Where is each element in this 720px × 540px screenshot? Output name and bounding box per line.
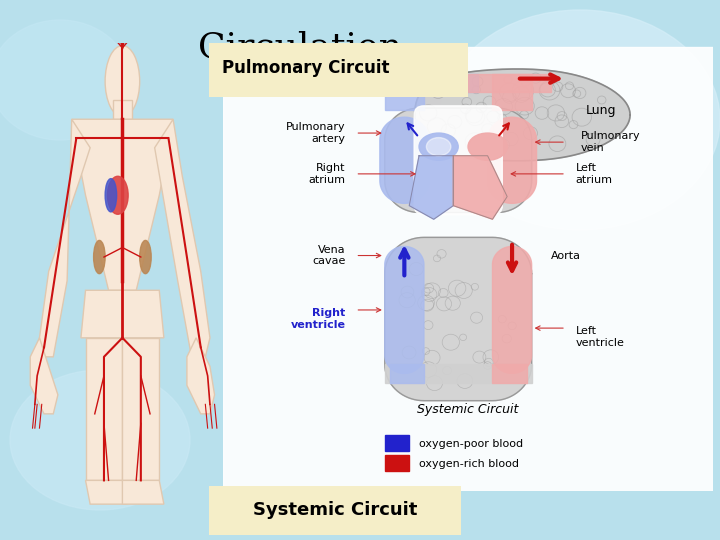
Text: Lung: Lung xyxy=(585,104,616,117)
FancyBboxPatch shape xyxy=(209,486,461,535)
Polygon shape xyxy=(492,364,527,382)
Text: Pulmonary
artery: Pulmonary artery xyxy=(286,122,346,144)
Polygon shape xyxy=(155,119,210,357)
Polygon shape xyxy=(380,117,429,204)
Polygon shape xyxy=(384,108,531,212)
Ellipse shape xyxy=(105,179,117,212)
Ellipse shape xyxy=(107,176,128,214)
Polygon shape xyxy=(415,69,630,161)
Polygon shape xyxy=(492,74,531,110)
FancyBboxPatch shape xyxy=(209,43,468,97)
Polygon shape xyxy=(384,74,424,110)
Text: oxygen-poor blood: oxygen-poor blood xyxy=(419,439,523,449)
Ellipse shape xyxy=(468,133,507,160)
Polygon shape xyxy=(122,481,164,504)
Polygon shape xyxy=(384,74,478,92)
Polygon shape xyxy=(30,338,58,414)
Ellipse shape xyxy=(94,240,105,274)
Polygon shape xyxy=(384,364,531,382)
Bar xyxy=(384,435,409,450)
Polygon shape xyxy=(384,238,531,401)
Polygon shape xyxy=(81,291,164,338)
Text: Circulation: Circulation xyxy=(198,30,402,64)
Text: Left
atrium: Left atrium xyxy=(576,163,613,185)
Polygon shape xyxy=(86,338,122,481)
Ellipse shape xyxy=(419,133,458,160)
Polygon shape xyxy=(72,119,173,291)
Polygon shape xyxy=(454,156,507,219)
Text: Systemic Circuit: Systemic Circuit xyxy=(253,501,417,519)
Text: Left
ventricle: Left ventricle xyxy=(576,326,624,348)
Text: Right
atrium: Right atrium xyxy=(309,163,346,185)
Ellipse shape xyxy=(10,370,190,510)
Polygon shape xyxy=(492,246,531,374)
Text: Pulmonary
vein: Pulmonary vein xyxy=(580,131,640,153)
Polygon shape xyxy=(86,481,127,504)
Polygon shape xyxy=(40,119,90,357)
Text: Vena
cavae: Vena cavae xyxy=(312,245,346,266)
Polygon shape xyxy=(468,74,552,92)
Ellipse shape xyxy=(140,240,151,274)
Circle shape xyxy=(105,45,140,117)
Ellipse shape xyxy=(440,10,720,230)
Polygon shape xyxy=(122,338,159,481)
Bar xyxy=(384,455,409,471)
Polygon shape xyxy=(487,117,536,204)
Polygon shape xyxy=(390,364,424,382)
Polygon shape xyxy=(384,246,424,374)
Text: Pulmonary Circuit: Pulmonary Circuit xyxy=(222,58,390,77)
FancyBboxPatch shape xyxy=(223,47,713,491)
Text: Aorta: Aorta xyxy=(552,251,581,260)
Ellipse shape xyxy=(0,20,130,140)
Polygon shape xyxy=(113,100,132,119)
Polygon shape xyxy=(409,156,454,219)
Ellipse shape xyxy=(426,138,451,156)
FancyBboxPatch shape xyxy=(414,106,503,215)
Polygon shape xyxy=(187,338,215,414)
Text: Systemic Circuit: Systemic Circuit xyxy=(418,403,518,416)
Text: Right
ventricle: Right ventricle xyxy=(291,308,346,330)
Text: oxygen-rich blood: oxygen-rich blood xyxy=(419,459,519,469)
